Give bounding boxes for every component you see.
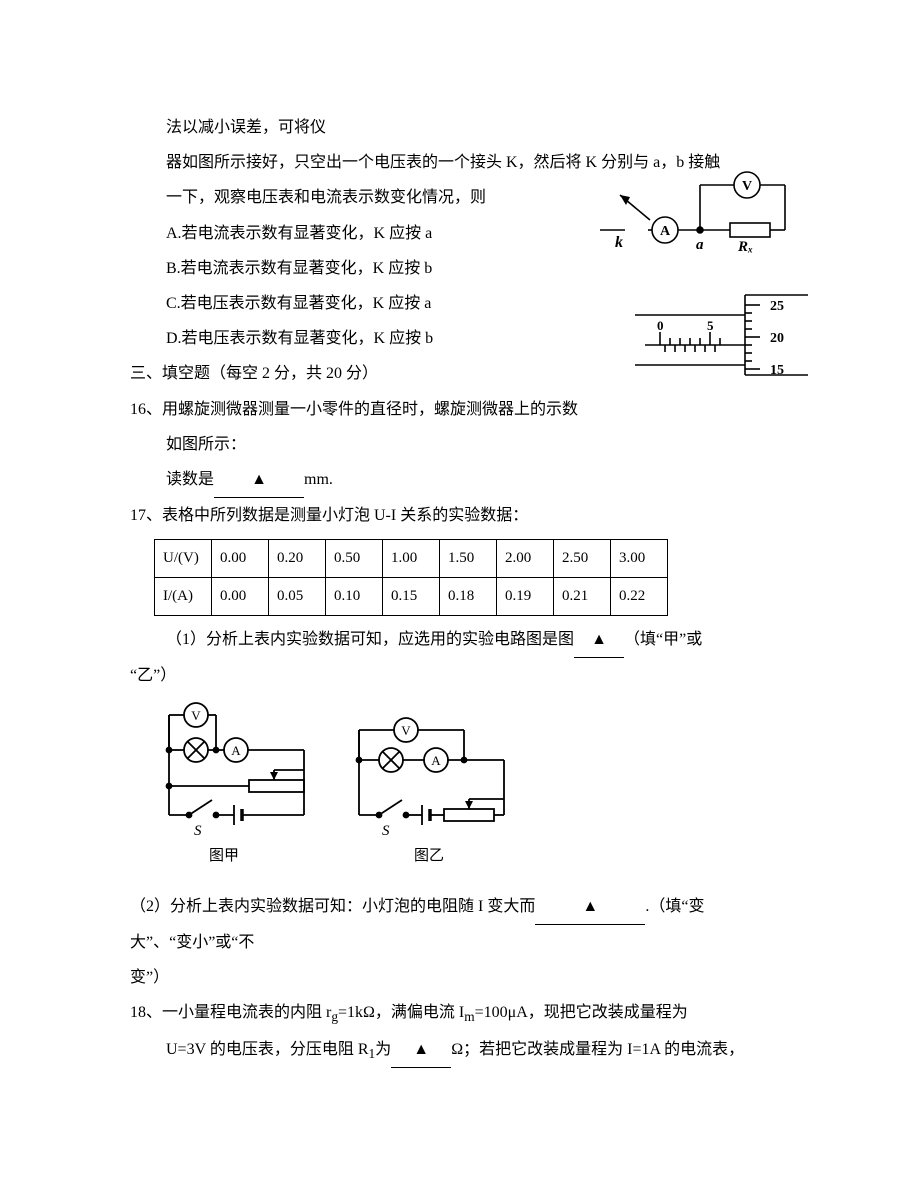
- q17-p2a: （2）分析上表内实验数据可知：小灯泡的电阻随 I 变大而: [130, 898, 535, 915]
- circuit-yi: [357, 718, 505, 825]
- q17-blank2: [535, 889, 645, 925]
- jia-s: S: [194, 823, 202, 839]
- yi-v: V: [401, 723, 411, 738]
- cell: 0.00: [212, 540, 269, 578]
- q17-p1a: （1）分析上表内实验数据可知，应选用的实验电路图是图: [166, 631, 574, 648]
- q18-line1: 18、一小量程电流表的内阻 rg=1kΩ，满偏电流 Im=100μA，现把它改装…: [130, 995, 790, 1032]
- q16-line3: 读数是 mm.: [130, 462, 790, 498]
- caption-jia: 图甲: [209, 847, 239, 864]
- q16-blank: [214, 462, 304, 498]
- cell: 1.00: [383, 540, 440, 578]
- q17-p2b: .（填“变: [645, 898, 704, 915]
- q18-im: m: [464, 1010, 474, 1025]
- q18-imval: =100μA，现把它改装成量程为: [475, 1004, 688, 1021]
- intro-l1: 法以减小误差，可将仪: [130, 110, 790, 145]
- circuit-pair-figure: V A S 图甲: [154, 700, 790, 883]
- q18-p1: 18、一小量程电流表的内阻 r: [130, 1004, 331, 1021]
- table-row: I/(A) 0.00 0.05 0.10 0.15 0.18 0.19 0.21…: [155, 578, 668, 616]
- ui-data-table: U/(V) 0.00 0.20 0.50 1.00 1.50 2.00 2.50…: [154, 539, 668, 616]
- cell: 0.19: [497, 578, 554, 616]
- q17-p1: （1）分析上表内实验数据可知，应选用的实验电路图是图 （填“甲”或: [130, 622, 790, 658]
- triangle-icon: [591, 631, 607, 648]
- q16-l3b: mm.: [304, 471, 333, 488]
- q17-p1b: （填“甲”或: [624, 631, 702, 648]
- cell: 2.50: [554, 540, 611, 578]
- th-u: U/(V): [155, 540, 212, 578]
- page-root: 法以减小误差，可将仪 器如图所示接好，只空出一个电压表的一个接头 K，然后将 K…: [0, 0, 920, 1108]
- main-tick-5: 5: [707, 318, 714, 333]
- rx-label: Rₓ: [737, 239, 753, 255]
- q18-p2c: Ω；若把它改装成量程为 I=1A 的电流表，: [451, 1041, 744, 1058]
- cell: 0.20: [269, 540, 326, 578]
- q16-line2: 如图所示：: [130, 427, 790, 462]
- cell: 3.00: [611, 540, 668, 578]
- q16-line1: 16、用螺旋测微器测量一小零件的直径时，螺旋测微器上的示数: [130, 392, 790, 427]
- q17-p2c: 大”、“变小”或“不: [130, 925, 790, 960]
- q18-rg: g: [331, 1010, 338, 1025]
- k-label: k: [615, 234, 623, 251]
- option-b: B.若电流表示数有显著变化，K 应按 b: [130, 251, 790, 286]
- cell: 0.18: [440, 578, 497, 616]
- cell: 2.00: [497, 540, 554, 578]
- q18-blank: [391, 1032, 451, 1068]
- q18-line2: U=3V 的电压表，分压电阻 R1为Ω；若把它改装成量程为 I=1A 的电流表，: [130, 1032, 790, 1069]
- table-row: U/(V) 0.00 0.20 0.50 1.00 1.50 2.00 2.50…: [155, 540, 668, 578]
- thimble-15: 15: [770, 363, 784, 378]
- q18-p2b: 为: [375, 1041, 391, 1058]
- thimble-20: 20: [770, 331, 784, 346]
- jia-v: V: [191, 708, 201, 723]
- q16-l3a: 读数是: [166, 471, 214, 488]
- q18-p2a: U=3V 的电压表，分压电阻 R: [166, 1041, 369, 1058]
- cell: 0.21: [554, 578, 611, 616]
- triangle-icon: [413, 1041, 429, 1058]
- cell: 1.50: [440, 540, 497, 578]
- cell: 0.22: [611, 578, 668, 616]
- main-tick-0: 0: [657, 318, 664, 333]
- cell: 0.15: [383, 578, 440, 616]
- triangle-icon: [251, 471, 267, 488]
- circuit-jia: [167, 703, 305, 825]
- a-label: a: [696, 237, 704, 253]
- q17-p2: （2）分析上表内实验数据可知：小灯泡的电阻随 I 变大而 .（填“变: [130, 889, 790, 925]
- caption-yi: 图乙: [414, 847, 444, 864]
- th-i: I/(A): [155, 578, 212, 616]
- yi-a: A: [431, 753, 441, 768]
- circuit-kab-figure: A V k a Rₓ: [580, 165, 800, 255]
- q17-title: 17、表格中所列数据是测量小灯泡 U-I 关系的实验数据：: [130, 498, 790, 533]
- ammeter-label: A: [660, 224, 671, 239]
- cell: 0.00: [212, 578, 269, 616]
- jia-a: A: [231, 743, 241, 758]
- q17-blank1: [574, 622, 624, 658]
- q18-rgval: =1kΩ，满偏电流 I: [338, 1004, 464, 1021]
- triangle-icon: [582, 898, 598, 915]
- yi-s: S: [382, 823, 390, 839]
- cell: 0.05: [269, 578, 326, 616]
- micrometer-figure: 0 5 25 20 15: [630, 290, 810, 380]
- q17-p1c: “乙”）: [130, 658, 790, 693]
- cell: 0.10: [326, 578, 383, 616]
- thimble-25: 25: [770, 299, 784, 314]
- cell: 0.50: [326, 540, 383, 578]
- q17-p2d: 变”）: [130, 960, 790, 995]
- voltmeter-label: V: [742, 179, 752, 194]
